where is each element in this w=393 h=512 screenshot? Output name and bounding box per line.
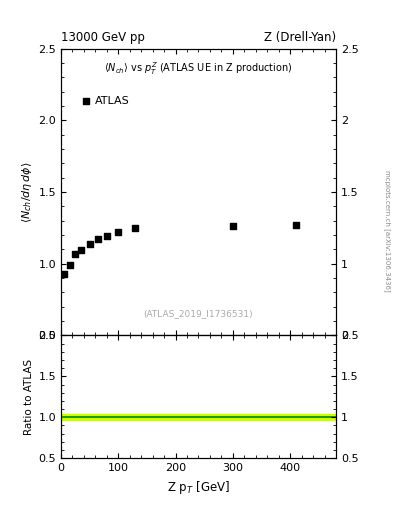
ATLAS — [95, 235, 101, 243]
ATLAS — [293, 221, 299, 229]
Text: Z (Drell-Yan): Z (Drell-Yan) — [264, 31, 336, 44]
Y-axis label: $\langle N_{ch}/d\eta\,d\phi\rangle$: $\langle N_{ch}/d\eta\,d\phi\rangle$ — [20, 161, 34, 223]
Text: (ATLAS_2019_I1736531): (ATLAS_2019_I1736531) — [144, 309, 253, 318]
Y-axis label: Ratio to ATLAS: Ratio to ATLAS — [24, 359, 34, 435]
ATLAS — [78, 246, 84, 254]
Text: mcplots.cern.ch [arXiv:1306.3436]: mcplots.cern.ch [arXiv:1306.3436] — [384, 169, 391, 291]
ATLAS — [66, 261, 73, 269]
Bar — [61, 414, 336, 420]
ATLAS — [61, 270, 67, 278]
ATLAS — [104, 232, 110, 241]
ATLAS — [72, 250, 78, 259]
ATLAS — [230, 222, 236, 230]
Text: 13000 GeV pp: 13000 GeV pp — [61, 31, 145, 44]
ATLAS — [86, 240, 93, 248]
X-axis label: Z p$_T$ [GeV]: Z p$_T$ [GeV] — [167, 479, 230, 496]
ATLAS — [132, 224, 139, 232]
Text: $\langle N_{ch}\rangle$ vs $p_T^Z$ (ATLAS UE in Z production): $\langle N_{ch}\rangle$ vs $p_T^Z$ (ATLA… — [104, 60, 293, 77]
ATLAS — [115, 228, 121, 236]
Legend: ATLAS: ATLAS — [77, 92, 134, 111]
